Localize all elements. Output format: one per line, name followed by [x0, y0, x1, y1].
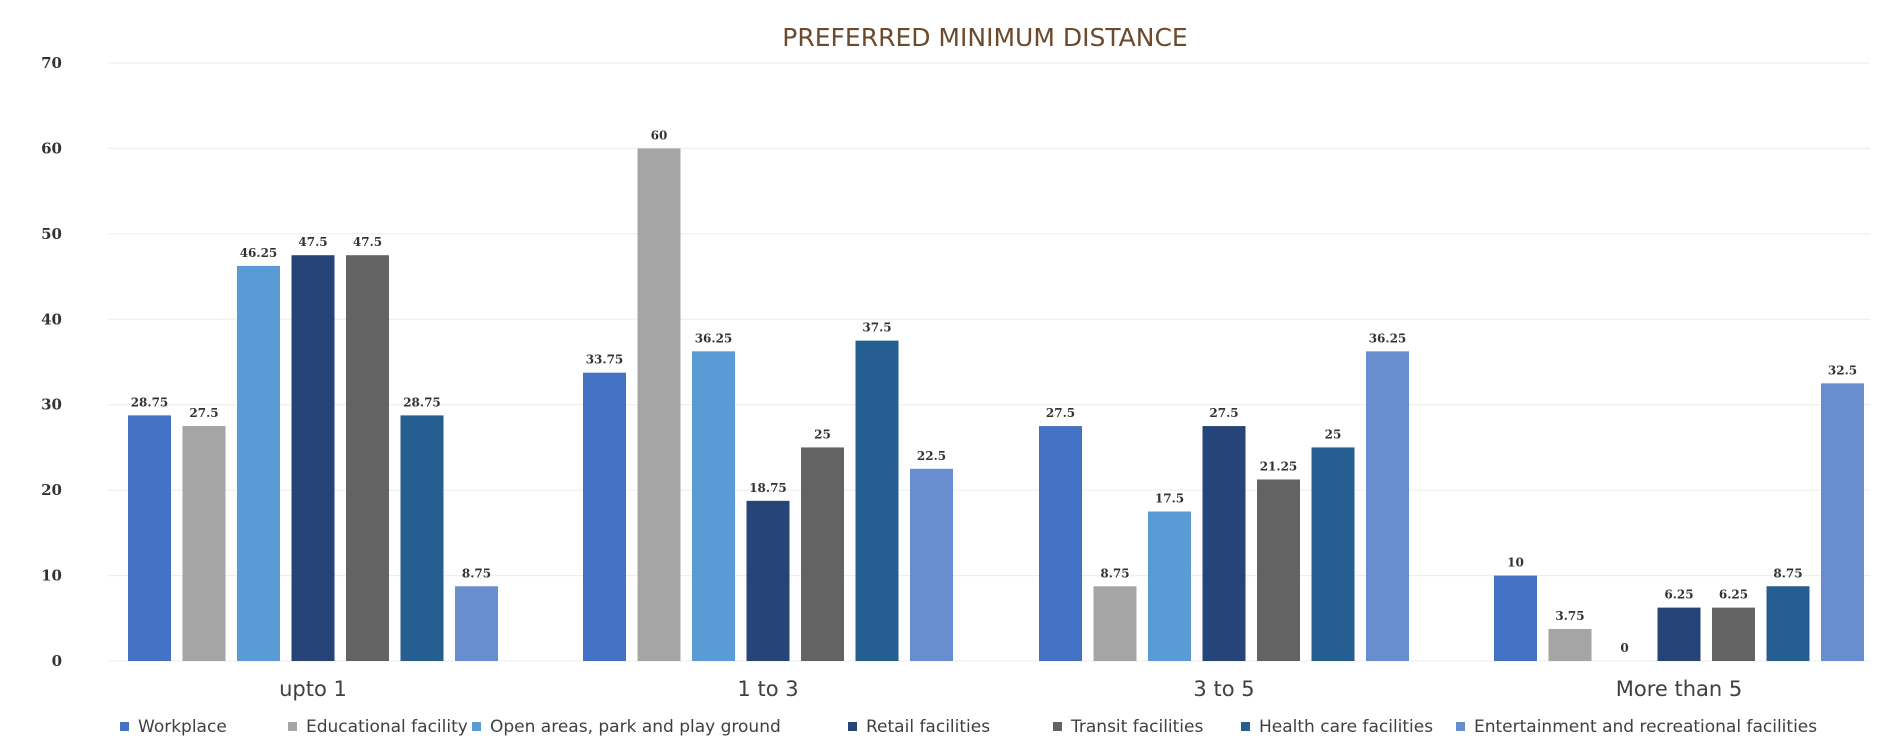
y-tick-label: 70	[41, 54, 62, 72]
bar-open-areas-park-and-play-ground-upto-1	[237, 265, 280, 661]
y-tick-label: 50	[41, 225, 62, 243]
bar-workplace-1-to-3	[583, 372, 626, 661]
data-label: 46.25	[240, 246, 278, 260]
data-label: 21.25	[1260, 459, 1298, 473]
x-axis: upto 1 1 to 3 3 to 5 More than 5	[279, 677, 1742, 701]
data-label: 60	[651, 128, 668, 142]
bar-transit-facilities-1-to-3	[801, 447, 844, 661]
bar-workplace-more-than-5	[1494, 575, 1537, 661]
data-label: 0	[1620, 641, 1628, 655]
chart-title: PREFERRED MINIMUM DISTANCE	[782, 23, 1187, 52]
data-label: 25	[814, 427, 831, 441]
bars	[128, 148, 1864, 661]
legend-item-open-areas-park-and-play-ground: Open areas, park and play ground	[472, 717, 781, 737]
legend-label: Educational facility	[306, 717, 468, 737]
bar-entertainment-and-recreational-facilities-3-to-5	[1366, 351, 1409, 661]
legend-label: Workplace	[138, 717, 227, 737]
data-label: 32.5	[1828, 363, 1857, 377]
data-label: 6.25	[1664, 588, 1693, 602]
bar-educational-facility-3-to-5	[1093, 586, 1137, 661]
bar-entertainment-and-recreational-facilities-1-to-3	[910, 468, 953, 661]
legend-label: Retail facilities	[866, 717, 990, 737]
y-tick-label: 10	[41, 567, 62, 585]
bar-transit-facilities-more-than-5	[1712, 607, 1755, 661]
bar-open-areas-park-and-play-ground-3-to-5	[1148, 511, 1191, 661]
data-label: 6.25	[1719, 588, 1748, 602]
data-label: 27.5	[1046, 406, 1075, 420]
bar-transit-facilities-upto-1	[346, 255, 389, 661]
bar-workplace-3-to-5	[1039, 426, 1082, 661]
legend-label: Transit facilities	[1070, 717, 1203, 737]
y-tick-label: 0	[52, 652, 62, 670]
bar-retail-facilities-upto-1	[291, 255, 335, 661]
data-label: 37.5	[862, 321, 891, 335]
bar-health-care-facilities-3-to-5	[1311, 447, 1355, 661]
legend-item-entertainment-and-recreational-facilities: Entertainment and recreational facilitie…	[1456, 717, 1817, 737]
bar-retail-facilities-1-to-3	[746, 500, 790, 661]
data-label: 27.5	[1209, 406, 1238, 420]
data-label: 33.75	[586, 353, 624, 367]
legend-label: Health care facilities	[1259, 717, 1433, 737]
bar-retail-facilities-more-than-5	[1657, 607, 1701, 661]
data-label: 22.5	[917, 449, 946, 463]
legend-swatch	[288, 722, 297, 731]
data-label: 36.25	[1369, 331, 1407, 345]
bar-educational-facility-upto-1	[182, 426, 226, 661]
y-tick-label: 30	[41, 396, 62, 414]
legend-swatch	[120, 722, 129, 731]
data-label: 3.75	[1555, 609, 1584, 623]
bar-open-areas-park-and-play-ground-1-to-3	[692, 351, 735, 661]
bar-health-care-facilities-more-than-5	[1766, 586, 1810, 661]
bar-retail-facilities-3-to-5	[1202, 426, 1246, 661]
legend-swatch	[1456, 722, 1465, 731]
data-label: 18.75	[749, 481, 787, 495]
bar-transit-facilities-3-to-5	[1257, 479, 1300, 661]
data-label: 36.25	[695, 331, 733, 345]
data-label: 17.5	[1155, 492, 1184, 506]
legend-swatch	[848, 722, 857, 731]
x-tick-label: upto 1	[279, 677, 347, 701]
bar-entertainment-and-recreational-facilities-upto-1	[455, 586, 498, 661]
bar-educational-facility-1-to-3	[637, 148, 681, 661]
y-tick-label: 40	[41, 310, 62, 328]
data-label: 28.75	[403, 395, 441, 409]
legend-item-health-care-facilities: Health care facilities	[1241, 717, 1433, 737]
data-label: 8.75	[462, 566, 491, 580]
legend-item-retail-facilities: Retail facilities	[848, 717, 990, 737]
bar-entertainment-and-recreational-facilities-more-than-5	[1821, 383, 1864, 661]
legend-item-educational-facility: Educational facility	[288, 717, 468, 737]
data-label: 8.75	[1773, 566, 1802, 580]
bar-health-care-facilities-upto-1	[400, 415, 444, 661]
bar-health-care-facilities-1-to-3	[855, 340, 899, 661]
data-label: 47.5	[298, 235, 327, 249]
data-label: 10	[1507, 556, 1524, 570]
legend-item-workplace: Workplace	[120, 717, 227, 737]
x-tick-label: More than 5	[1616, 677, 1743, 701]
y-axis: 0 10 20 30 40 50 60 70	[41, 54, 62, 670]
bar-educational-facility-more-than-5	[1548, 628, 1592, 661]
y-tick-label: 20	[41, 481, 62, 499]
data-label: 47.5	[353, 235, 382, 249]
legend: Workplace Educational facility Open areas,…	[120, 717, 1817, 737]
y-tick-label: 60	[41, 139, 62, 157]
data-labels: 28.75 27.5 46.25 47.5 47.5 28.75 8.75 33.75 60 36…	[131, 128, 1857, 655]
data-label: 25	[1325, 427, 1342, 441]
x-tick-label: 3 to 5	[1193, 677, 1254, 701]
legend-label: Entertainment and recreational facilitie…	[1474, 717, 1817, 737]
data-label: 8.75	[1100, 566, 1129, 580]
legend-swatch	[472, 722, 481, 731]
legend-swatch	[1053, 722, 1062, 731]
x-tick-label: 1 to 3	[737, 677, 798, 701]
legend-item-transit-facilities: Transit facilities	[1053, 717, 1203, 737]
data-label: 28.75	[131, 395, 169, 409]
legend-swatch	[1241, 722, 1250, 731]
bar-workplace-upto-1	[128, 415, 171, 661]
data-label: 27.5	[189, 406, 218, 420]
legend-label: Open areas, park and play ground	[490, 717, 781, 737]
